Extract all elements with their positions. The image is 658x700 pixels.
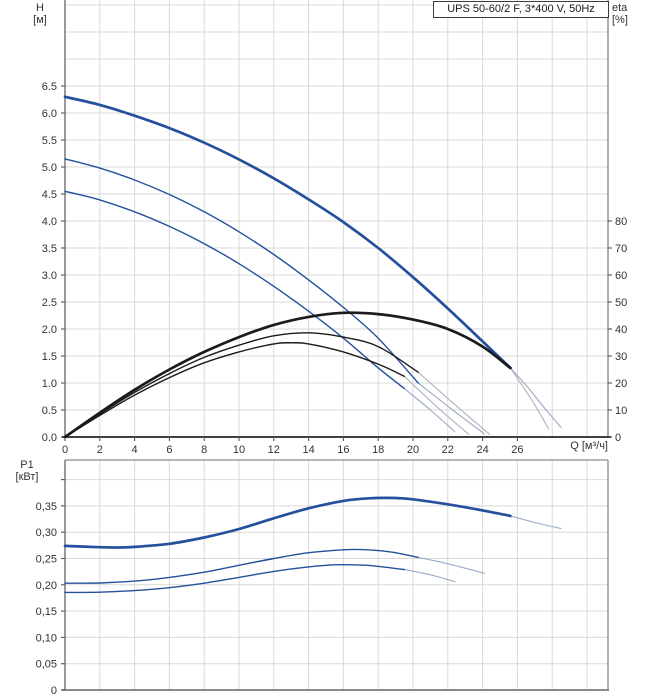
h-tick-label: 2.5 xyxy=(42,297,57,309)
eta-tick-label: 30 xyxy=(615,351,627,363)
q-tick-label: 22 xyxy=(442,444,454,456)
h-axis-label-unit: [м] xyxy=(33,14,47,26)
p1-axis-label: P1 [кВт] xyxy=(4,459,50,483)
p1-axis-label-unit: [кВт] xyxy=(15,471,39,483)
p1-axis-label-symbol: P1 xyxy=(20,459,34,471)
eta-tick-label: 50 xyxy=(615,297,627,309)
h-tick-label: 6.5 xyxy=(42,81,57,93)
h-tick-label: 1.0 xyxy=(42,378,57,390)
q-tick-label: 12 xyxy=(268,444,280,456)
eta-tick-label: 80 xyxy=(615,216,627,228)
power-curve-speed-2 xyxy=(64,548,419,584)
h-tick-label: 3.0 xyxy=(42,270,57,282)
head-curve-speed-3 xyxy=(63,95,512,370)
h-tick-label: 4.5 xyxy=(42,189,57,201)
p-tick-label: 0,10 xyxy=(36,632,57,644)
eta-tick-label: 20 xyxy=(615,378,627,390)
q-tick-label: 4 xyxy=(132,444,138,456)
eta-curve-speed-2 xyxy=(64,332,419,438)
eta-tick-label: 70 xyxy=(615,243,627,255)
eta-curve-speed-3 xyxy=(63,311,512,439)
eta-axis-label-symbol: eta xyxy=(612,2,628,14)
h-tick-label: 0.0 xyxy=(42,432,57,444)
h-tick-label: 1.5 xyxy=(42,351,57,363)
q-tick-label: 6 xyxy=(166,444,172,456)
eta-axis-label: eta [%] xyxy=(612,2,628,26)
h-tick-label: 6.0 xyxy=(42,108,57,120)
h-tick-label: 4.0 xyxy=(42,216,57,228)
head-curve-speed-2-extension xyxy=(417,382,485,435)
head-curve-speed-1 xyxy=(64,190,405,390)
h-axis-label-symbol: H xyxy=(36,2,44,14)
eta-curve-speed-3-extension xyxy=(509,367,550,430)
q-tick-label: 20 xyxy=(407,444,419,456)
p-tick-label: 0 xyxy=(51,685,57,697)
eta-tick-label: 40 xyxy=(615,324,627,336)
eta-curve-speed-2-extension xyxy=(417,371,491,435)
q-tick-label: 18 xyxy=(372,444,384,456)
p-tick-label: 0,20 xyxy=(36,580,57,592)
power-curve-speed-3 xyxy=(63,496,512,549)
eta-tick-label: 10 xyxy=(615,405,627,417)
power-curve-speed-1-extension xyxy=(403,568,456,583)
head-curve-speed-3-extension xyxy=(509,367,562,428)
q-tick-label: 24 xyxy=(476,444,488,456)
q-axis-label: Q [м³/ч] xyxy=(570,440,608,452)
head-curve-speed-2 xyxy=(64,158,419,384)
p-tick-label: 0,05 xyxy=(36,659,57,671)
p-tick-label: 0,15 xyxy=(36,606,57,618)
h-tick-label: 5.0 xyxy=(42,162,57,174)
head-curve-speed-1-extension xyxy=(403,387,456,433)
h-tick-label: 3.5 xyxy=(42,243,57,255)
eta-curve-speed-1-extension xyxy=(403,375,470,435)
q-tick-label: 0 xyxy=(62,444,68,456)
p-tick-label: 0,25 xyxy=(36,554,57,566)
h-tick-label: 0.5 xyxy=(42,405,57,417)
q-tick-label: 10 xyxy=(233,444,245,456)
power-curve-speed-1 xyxy=(64,563,405,594)
eta-tick-label: 60 xyxy=(615,270,627,282)
eta-curve-speed-1 xyxy=(64,342,405,438)
power-curve-speed-2-extension xyxy=(417,556,485,574)
q-tick-label: 8 xyxy=(201,444,207,456)
eta-tick-label: 0 xyxy=(615,432,621,444)
q-tick-label: 16 xyxy=(337,444,349,456)
h-axis-label: H [м] xyxy=(24,2,56,26)
p-tick-label: 0,35 xyxy=(36,501,57,513)
q-tick-label: 26 xyxy=(511,444,523,456)
q-tick-label: 2 xyxy=(97,444,103,456)
h-tick-label: 2.0 xyxy=(42,324,57,336)
pump-title-box: UPS 50-60/2 F, 3*400 V, 50Hz xyxy=(433,1,609,18)
h-tick-label: 5.5 xyxy=(42,135,57,147)
power-curve-speed-3-extension xyxy=(509,515,562,530)
q-tick-label: 14 xyxy=(302,444,314,456)
eta-axis-label-unit: [%] xyxy=(612,14,628,26)
p-tick-label: 0,30 xyxy=(36,527,57,539)
